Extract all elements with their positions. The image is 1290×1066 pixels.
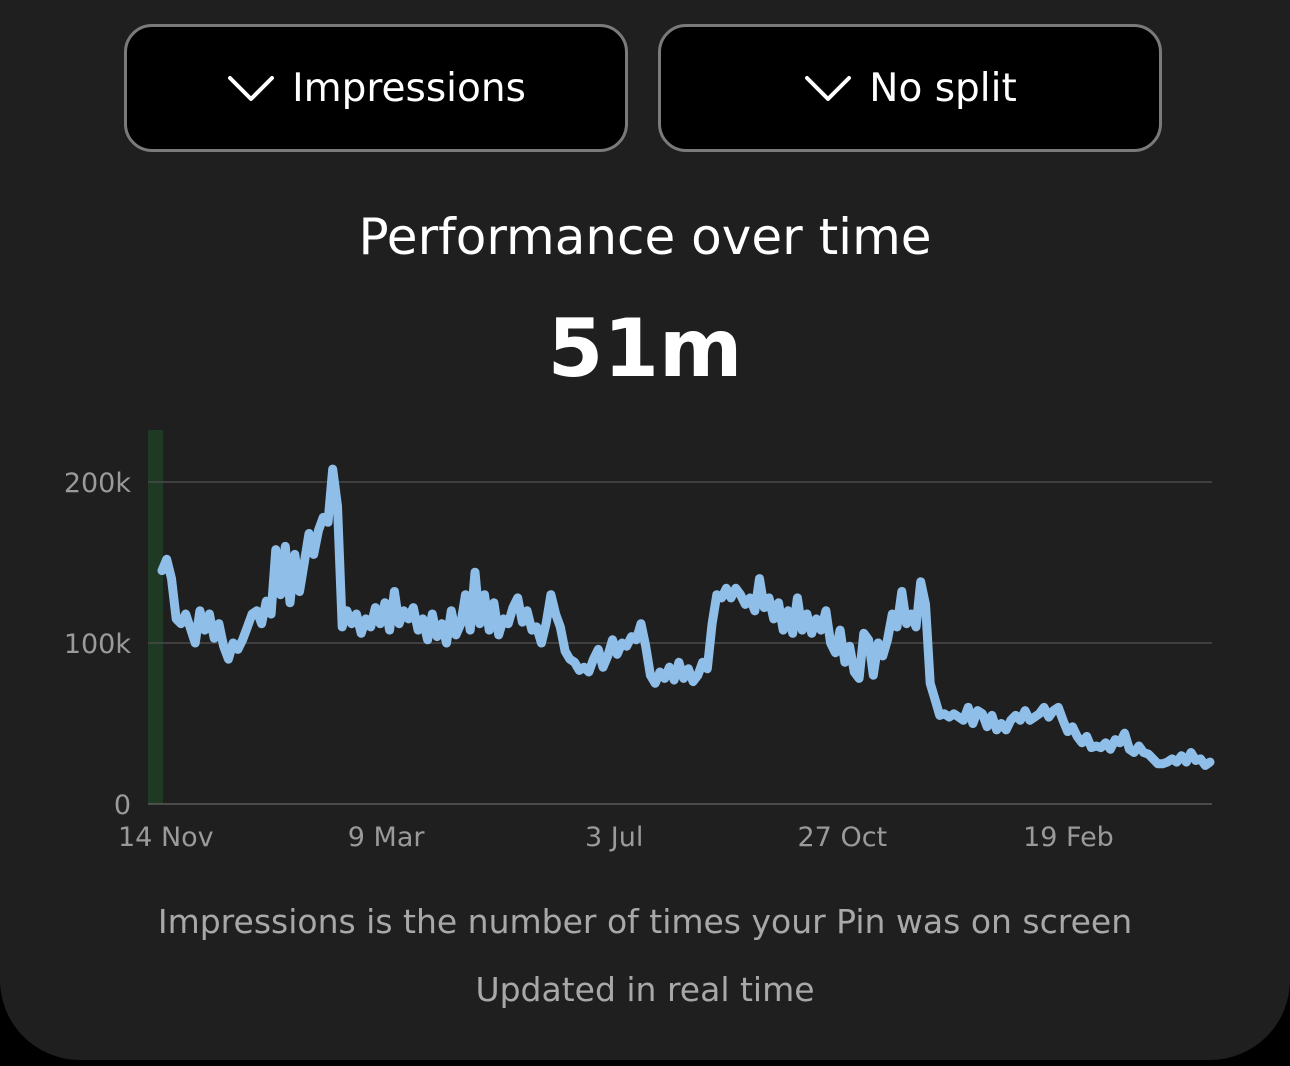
x-tick-label: 27 Oct [798,822,888,853]
y-tick-label: 200k [64,468,132,499]
impressions-series-line [157,464,1215,770]
impressions-description: Impressions is the number of times your … [157,902,1133,941]
chevron-down-icon [228,76,275,101]
update-note: Updated in real time [475,970,815,1009]
total-impressions: 51m [547,302,743,395]
chart-title: Performance over time [358,208,932,266]
metric-dropdown[interactable]: Impressions [124,24,628,152]
chart-start-highlight [148,430,163,804]
split-dropdown[interactable]: No split [658,24,1162,152]
x-tick-label: 9 Mar [348,822,426,853]
chevron-down-icon [805,76,852,101]
x-tick-label: 14 Nov [118,822,214,853]
impressions-line-chart: 0 100k 200k 14 Nov 9 Mar 3 Jul 27 Oct 19 Feb [64,430,1215,853]
x-tick-label: 19 Feb [1023,822,1114,853]
split-dropdown-label: No split [869,65,1017,111]
x-tick-label: 3 Jul [585,822,643,853]
impressions-chart[interactable]: 0 100k 200k 14 Nov 9 Mar 3 Jul 27 Oct 19 Feb [0,420,1290,860]
y-tick-label: 100k [64,629,132,660]
metric-dropdown-label: Impressions [292,65,526,111]
y-tick-label: 0 [114,790,131,821]
